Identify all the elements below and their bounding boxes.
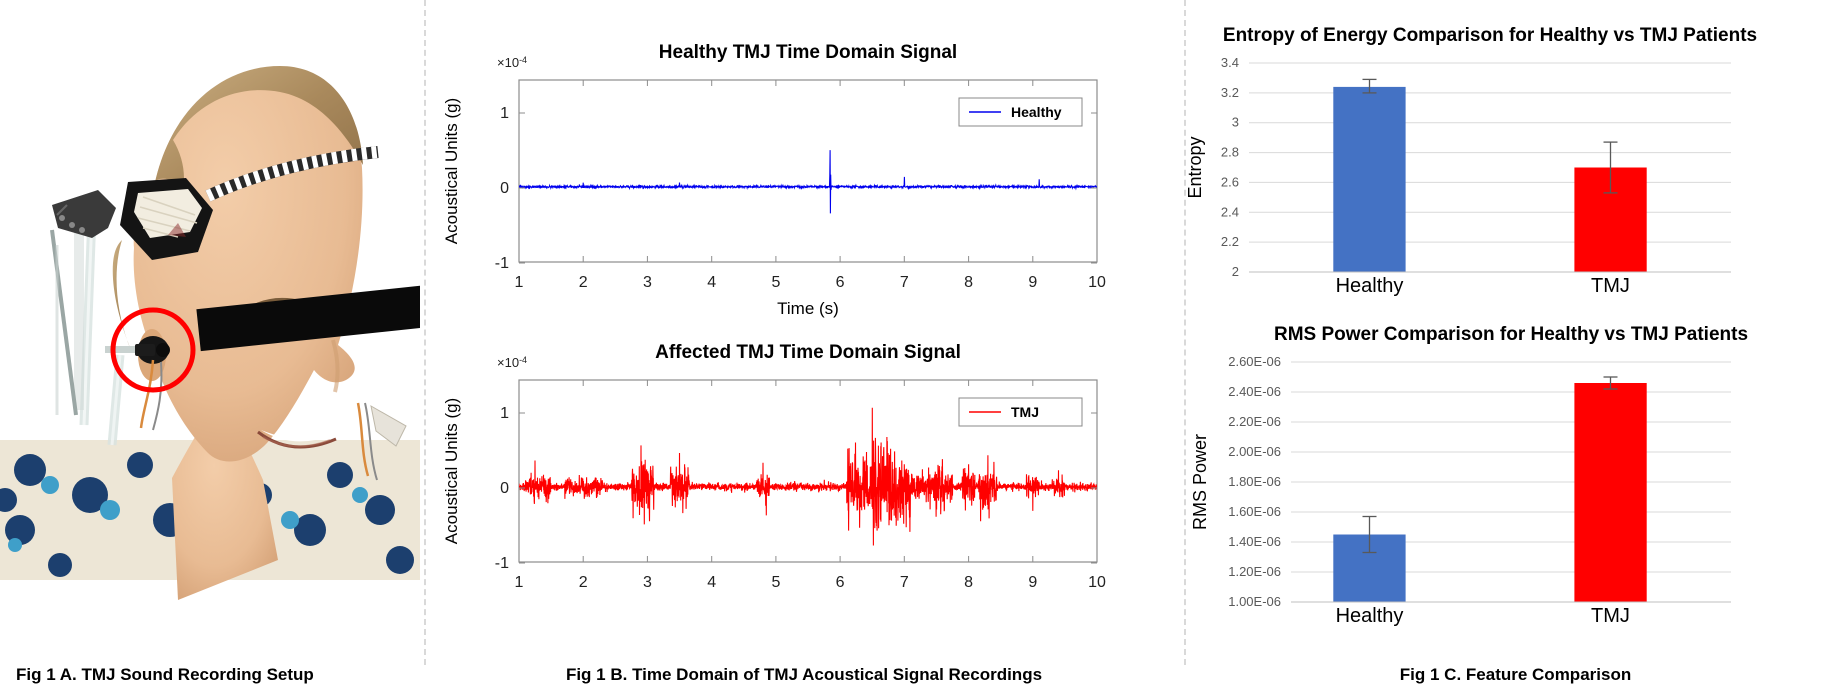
svg-text:RMS Power: RMS Power <box>1190 434 1210 530</box>
svg-text:Time (s): Time (s) <box>777 599 839 600</box>
svg-text:Acoustical Units (g): Acoustical Units (g) <box>442 398 461 544</box>
svg-text:1: 1 <box>500 405 509 422</box>
svg-text:2.00E-06: 2.00E-06 <box>1228 444 1281 459</box>
svg-text:2: 2 <box>579 274 588 291</box>
svg-text:Healthy: Healthy <box>1336 605 1404 627</box>
svg-text:1: 1 <box>515 574 524 591</box>
svg-text:-1: -1 <box>495 555 509 572</box>
svg-text:1.40E-06: 1.40E-06 <box>1228 534 1281 549</box>
svg-text:3: 3 <box>1232 115 1239 130</box>
svg-text:3.2: 3.2 <box>1221 85 1239 100</box>
svg-text:Affected TMJ Time Domain Signa: Affected TMJ Time Domain Signal <box>655 342 961 363</box>
svg-text:2: 2 <box>579 574 588 591</box>
svg-text:Healthy TMJ Time Domain Signal: Healthy TMJ Time Domain Signal <box>659 42 957 63</box>
svg-text:1.20E-06: 1.20E-06 <box>1228 564 1281 579</box>
svg-text:0: 0 <box>500 180 509 197</box>
svg-text:2.2: 2.2 <box>1221 234 1239 249</box>
svg-text:×10-4: ×10-4 <box>497 355 527 370</box>
svg-text:Healthy: Healthy <box>1336 275 1404 297</box>
svg-text:Entropy of Energy Comparison: Entropy of Energy Comparison for Healthy… <box>1223 25 1757 46</box>
svg-text:Time (s): Time (s) <box>777 299 839 318</box>
svg-text:2.4: 2.4 <box>1221 204 1239 219</box>
svg-text:2.8: 2.8 <box>1221 145 1239 160</box>
svg-text:1.80E-06: 1.80E-06 <box>1228 474 1281 489</box>
svg-text:7: 7 <box>900 574 909 591</box>
svg-text:TMJ: TMJ <box>1591 275 1630 297</box>
svg-text:9: 9 <box>1028 274 1037 291</box>
svg-text:5: 5 <box>771 274 780 291</box>
svg-text:4: 4 <box>707 274 716 291</box>
svg-text:9: 9 <box>1028 574 1037 591</box>
svg-text:3: 3 <box>643 274 652 291</box>
svg-text:5: 5 <box>771 574 780 591</box>
svg-text:1: 1 <box>500 105 509 122</box>
svg-text:8: 8 <box>964 574 973 591</box>
svg-text:3.4: 3.4 <box>1221 55 1239 70</box>
svg-text:2.6: 2.6 <box>1221 174 1239 189</box>
svg-text:RMS Power Comparison for Heal: RMS Power Comparison for Healthy vs TMJ … <box>1274 324 1748 345</box>
svg-text:1: 1 <box>515 274 524 291</box>
svg-text:6: 6 <box>836 574 845 591</box>
svg-text:TMJ: TMJ <box>1591 605 1630 627</box>
svg-text:4: 4 <box>707 574 716 591</box>
svg-text:10: 10 <box>1088 274 1106 291</box>
svg-text:6: 6 <box>836 274 845 291</box>
svg-text:10: 10 <box>1088 574 1106 591</box>
svg-text:Healthy: Healthy <box>1011 104 1062 120</box>
svg-text:-1: -1 <box>495 255 509 272</box>
svg-text:2.20E-06: 2.20E-06 <box>1228 414 1281 429</box>
svg-text:1.60E-06: 1.60E-06 <box>1228 504 1281 519</box>
svg-text:Entropy: Entropy <box>1185 136 1205 198</box>
svg-text:2.60E-06: 2.60E-06 <box>1228 354 1281 369</box>
svg-text:TMJ: TMJ <box>1011 404 1039 420</box>
svg-text:Acoustical Units (g): Acoustical Units (g) <box>442 98 461 244</box>
svg-text:2.40E-06: 2.40E-06 <box>1228 384 1281 399</box>
svg-text:1.00E-06: 1.00E-06 <box>1228 594 1281 609</box>
svg-text:0: 0 <box>500 480 509 497</box>
svg-text:8: 8 <box>964 274 973 291</box>
svg-text:2: 2 <box>1232 264 1239 279</box>
svg-text:×10-4: ×10-4 <box>497 55 527 70</box>
svg-text:3: 3 <box>643 574 652 591</box>
svg-text:7: 7 <box>900 274 909 291</box>
